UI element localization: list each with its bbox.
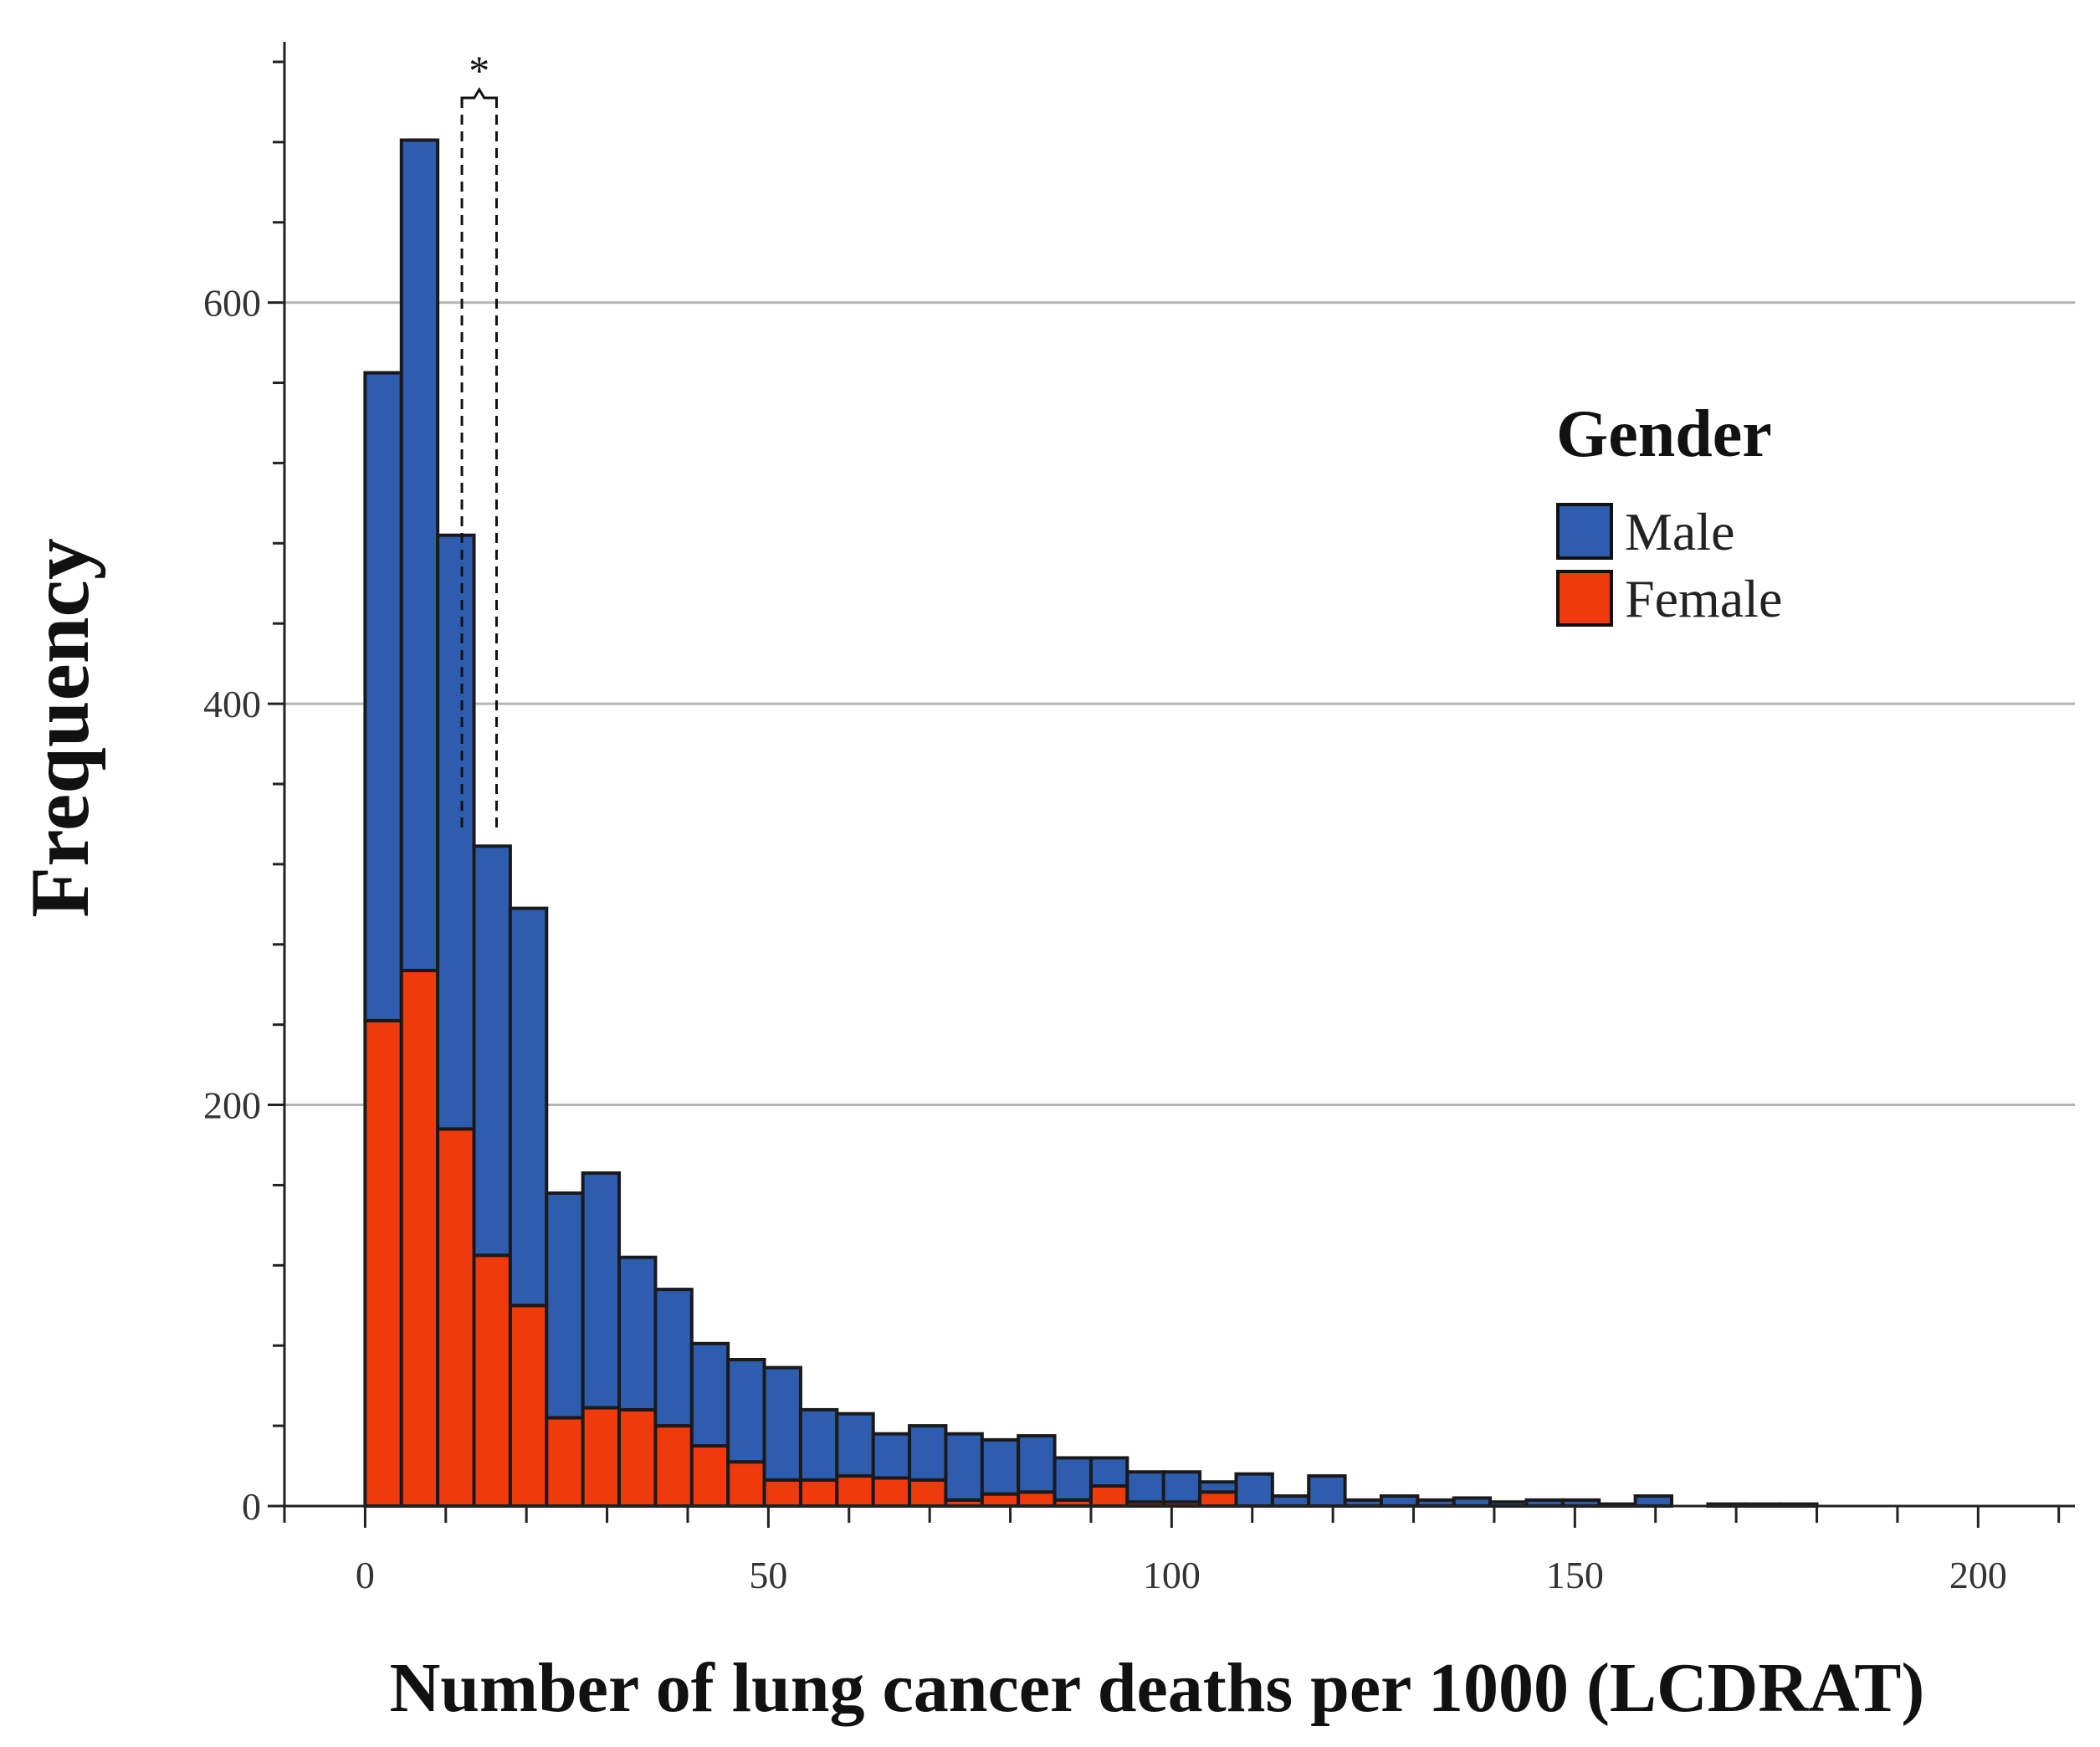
legend-title: Gender	[1556, 397, 1772, 471]
bar-male-22	[1161, 1470, 1202, 1504]
y-tick-label-400: 400	[203, 683, 261, 725]
bar-female-18	[1017, 1490, 1057, 1509]
bar-female-1	[399, 968, 440, 1508]
bar-female-8	[653, 1424, 694, 1509]
bar-female-9	[689, 1444, 730, 1508]
bar-female-7	[617, 1407, 658, 1509]
bar-female-4	[508, 1304, 549, 1508]
bar-female-23	[1198, 1490, 1238, 1509]
bar-male-20	[1088, 1456, 1129, 1488]
legend-label-male: Male	[1625, 502, 1735, 561]
bar-female-11	[762, 1478, 802, 1508]
bar-male-23	[1198, 1480, 1238, 1494]
bar-male-0	[363, 371, 403, 1022]
legend-swatch-male	[1556, 503, 1613, 560]
bar-male-14	[871, 1432, 912, 1480]
y-tick-label-600: 600	[203, 282, 261, 325]
bar-male-16	[944, 1432, 984, 1502]
bar-female-13	[835, 1474, 875, 1509]
x-axis-title: Number of lung cancer deaths per 1000 (L…	[390, 1649, 1925, 1727]
bar-male-9	[689, 1341, 730, 1448]
bar-male-19	[1053, 1456, 1093, 1502]
bar-male-35	[1633, 1494, 1674, 1508]
x-tick-label-100: 100	[1143, 1554, 1201, 1596]
y-tick-label-200: 200	[203, 1084, 261, 1127]
bar-male-5	[545, 1191, 585, 1420]
bar-male-4	[508, 906, 549, 1308]
x-tick-label-200: 200	[1949, 1554, 2007, 1596]
bar-female-2	[436, 1127, 476, 1508]
bar-female-14	[871, 1476, 912, 1508]
bar-male-28	[1379, 1494, 1420, 1508]
axes	[283, 42, 2075, 1508]
bar-female-6	[581, 1406, 622, 1509]
bar-male-18	[1017, 1434, 1057, 1494]
bar-female-3	[472, 1253, 512, 1508]
legend-label-female: Female	[1625, 569, 1782, 628]
x-tick-label-0: 0	[356, 1554, 375, 1596]
bar-female-5	[545, 1416, 585, 1508]
bar-female-12	[798, 1478, 839, 1508]
bar-male-21	[1125, 1470, 1165, 1504]
y-tick-label-0: 0	[242, 1485, 261, 1528]
bar-male-17	[980, 1437, 1021, 1496]
legend: Gender Male Female	[1556, 397, 1782, 628]
bars	[363, 138, 1819, 1509]
bar-female-10	[726, 1460, 766, 1508]
ticks: 0 200 400 600 0 50 100 150 200	[203, 60, 2061, 1596]
bar-male-3	[472, 844, 512, 1258]
x-tick-label-50: 50	[749, 1554, 787, 1596]
bar-male-12	[798, 1407, 839, 1482]
bar-male-2	[436, 533, 476, 1131]
x-tick-label-150: 150	[1546, 1554, 1604, 1596]
bar-male-24	[1234, 1472, 1274, 1508]
bar-male-6	[581, 1171, 622, 1410]
significance-asterisk: *	[469, 47, 489, 94]
bar-male-11	[762, 1365, 802, 1482]
bar-male-13	[835, 1411, 875, 1478]
bar-male-7	[617, 1255, 658, 1411]
bar-male-25	[1270, 1494, 1311, 1508]
bracket-cap	[460, 87, 499, 105]
bar-male-26	[1307, 1474, 1347, 1509]
bar-male-8	[653, 1288, 694, 1428]
y-axis-title: Frequency	[13, 538, 106, 918]
gridlines	[284, 301, 2075, 1107]
significance-bracket: *	[460, 47, 499, 834]
bar-female-17	[980, 1492, 1021, 1509]
legend-swatch-female	[1556, 570, 1613, 627]
bar-female-0	[363, 1018, 403, 1508]
bar-female-15	[908, 1478, 948, 1508]
bar-male-15	[908, 1424, 948, 1482]
bar-male-1	[399, 138, 440, 972]
bar-male-10	[726, 1358, 766, 1464]
bar-female-20	[1088, 1484, 1129, 1508]
